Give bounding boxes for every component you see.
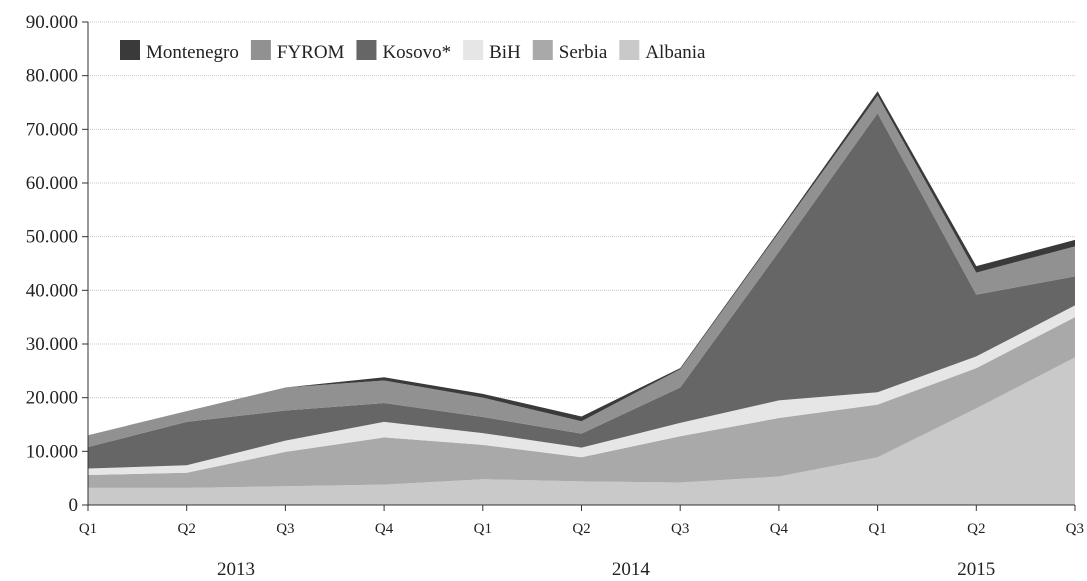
- legend-item-bih: BiH: [463, 40, 521, 63]
- y-tick-label: 80.000: [26, 66, 78, 87]
- axes: 0 10.000 20.000 30.000 40.000 50.000 60.000 70.…: [26, 12, 1084, 580]
- year-label: 2014: [612, 559, 651, 580]
- legend-swatch: [463, 40, 484, 60]
- legend-swatch: [619, 40, 640, 60]
- y-tick-label: 10.000: [26, 441, 78, 462]
- x-tick-label: Q1: [868, 521, 886, 537]
- y-tick-label: 40.000: [26, 280, 78, 301]
- legend-label: Serbia: [559, 42, 608, 63]
- legend-label: Montenegro: [146, 42, 239, 63]
- legend-label: Albania: [645, 42, 706, 63]
- y-tick-label: 50.000: [26, 227, 78, 248]
- legend-swatch: [120, 40, 140, 60]
- legend-swatch: [250, 40, 271, 60]
- x-tick-label: Q3: [276, 521, 294, 537]
- year-label: 2015: [957, 559, 995, 580]
- legend-item-serbia: Serbia: [532, 40, 608, 63]
- x-tick-label: Q2: [572, 521, 590, 537]
- area-series-serbia: [88, 317, 1075, 488]
- area-series-albania: [88, 357, 1075, 505]
- legend: Montenegro FYROM Kosovo* BiH Serbia Albania: [120, 40, 706, 63]
- x-tick-label: Q2: [967, 521, 985, 537]
- y-tick-label: 60.000: [26, 173, 78, 194]
- y-tick-label: 90.000: [26, 12, 78, 33]
- x-tick-label: Q4: [375, 521, 394, 537]
- x-tick-label: Q4: [770, 521, 789, 537]
- x-tick-label: Q3: [671, 521, 689, 537]
- legend-label: Kosovo*: [382, 42, 451, 63]
- x-tick-label: Q1: [474, 521, 492, 537]
- legend-item-kosovo: Kosovo*: [356, 40, 451, 63]
- y-tick-label: 0: [69, 495, 79, 516]
- x-tick-label: Q2: [178, 521, 196, 537]
- legend-item-albania: Albania: [619, 40, 706, 63]
- area-series-kosovo: [88, 113, 1075, 469]
- legend-item-montenegro: Montenegro: [120, 40, 239, 63]
- area-series-fyrom: [88, 95, 1075, 448]
- y-tick-label: 70.000: [26, 119, 78, 140]
- y-tick-label: 20.000: [26, 388, 78, 409]
- legend-swatch: [532, 40, 553, 60]
- year-label: 2013: [217, 559, 255, 580]
- area-series-group: [88, 91, 1075, 505]
- legend-label: FYROM: [277, 42, 345, 63]
- x-tick-label: Q3: [1066, 521, 1084, 537]
- y-tick-label: 30.000: [26, 334, 78, 355]
- x-tick-label: Q1: [79, 521, 97, 537]
- legend-swatch: [356, 40, 377, 60]
- area-series-bih: [88, 305, 1075, 475]
- legend-item-fyrom: FYROM: [250, 40, 345, 63]
- legend-label: BiH: [489, 42, 521, 63]
